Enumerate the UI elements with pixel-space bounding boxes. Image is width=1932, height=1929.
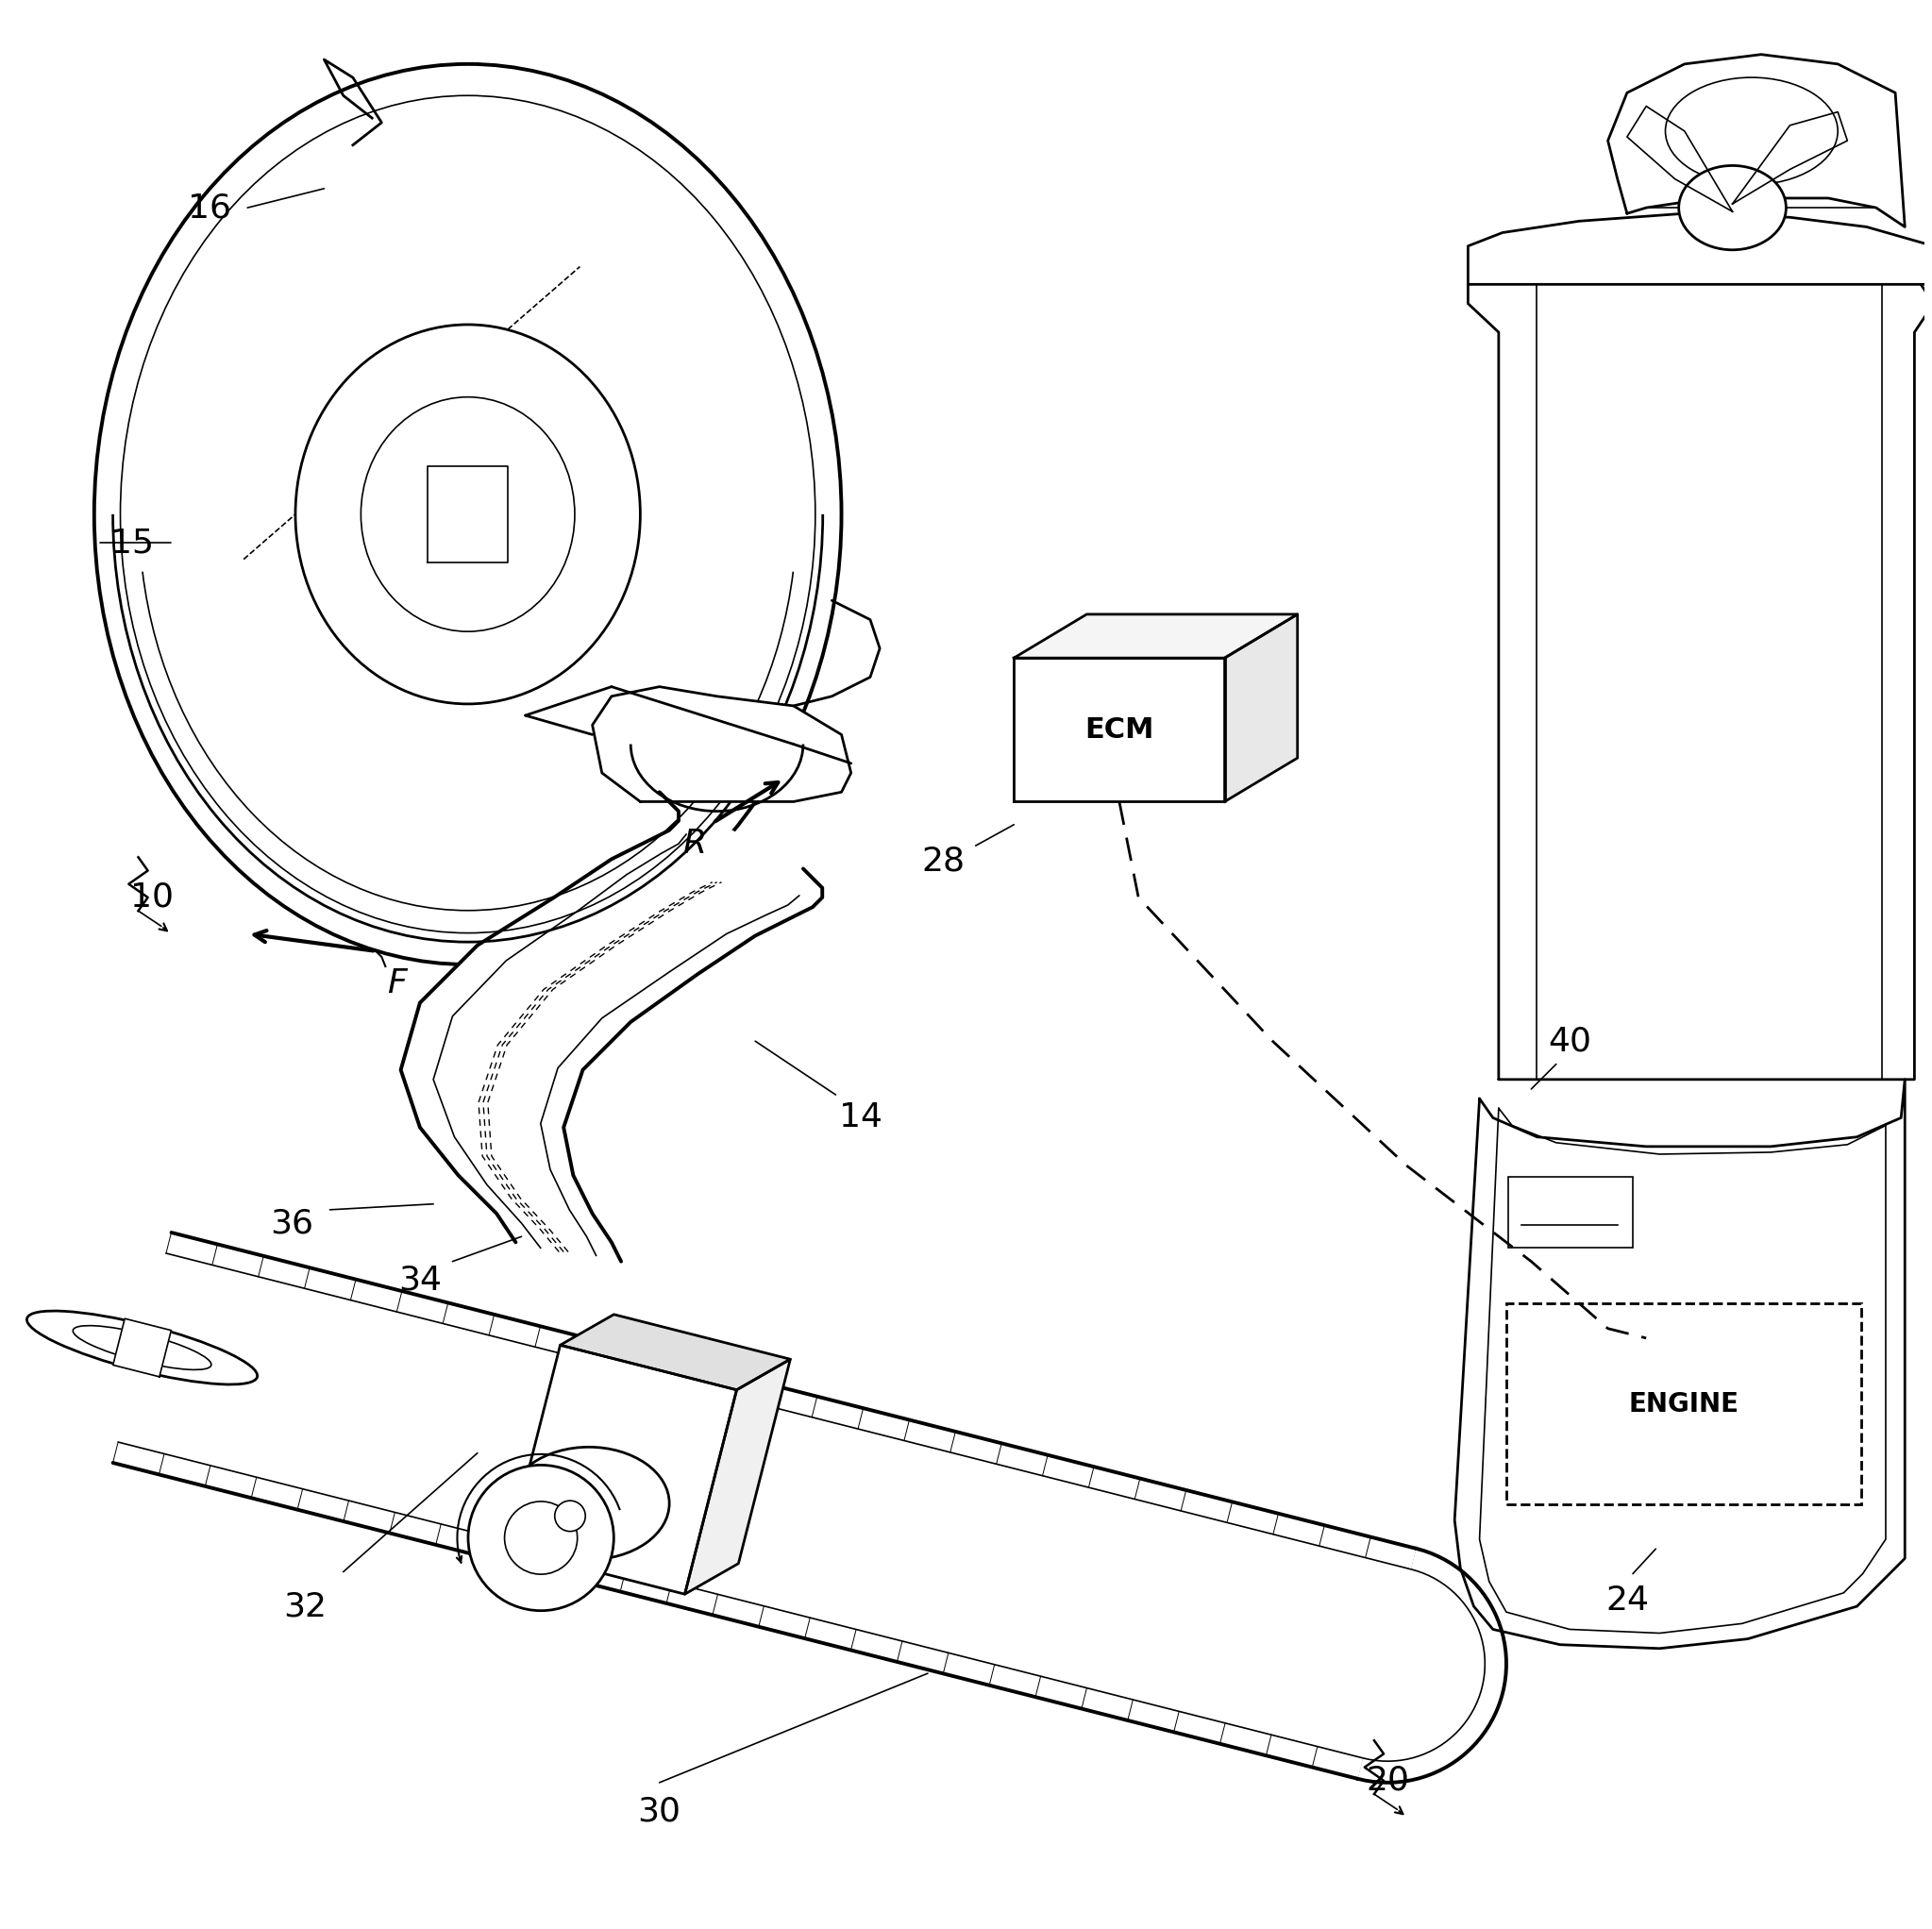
Ellipse shape: [504, 1501, 578, 1574]
Polygon shape: [1627, 106, 1733, 212]
Text: 40: 40: [1548, 1024, 1592, 1057]
Text: 36: 36: [270, 1208, 313, 1238]
Polygon shape: [1733, 112, 1847, 204]
FancyBboxPatch shape: [1509, 1177, 1633, 1248]
Ellipse shape: [1665, 77, 1837, 185]
Text: 32: 32: [284, 1589, 327, 1622]
Ellipse shape: [296, 324, 639, 704]
Ellipse shape: [73, 1325, 211, 1370]
Ellipse shape: [361, 397, 574, 631]
Ellipse shape: [508, 1447, 668, 1561]
Ellipse shape: [95, 64, 842, 964]
Text: R: R: [682, 828, 705, 860]
Polygon shape: [1014, 613, 1298, 658]
Ellipse shape: [27, 1312, 257, 1385]
Ellipse shape: [1679, 166, 1785, 251]
Text: F: F: [386, 968, 408, 999]
Polygon shape: [593, 687, 850, 802]
Text: 24: 24: [1605, 1584, 1648, 1617]
Text: 16: 16: [187, 191, 230, 224]
Text: 20: 20: [1366, 1765, 1408, 1796]
Polygon shape: [1468, 274, 1932, 1080]
Polygon shape: [684, 1360, 790, 1593]
FancyBboxPatch shape: [1507, 1304, 1861, 1505]
Text: 15: 15: [110, 527, 155, 559]
Polygon shape: [112, 1319, 172, 1377]
Text: 14: 14: [838, 1101, 883, 1134]
Polygon shape: [1358, 1549, 1507, 1782]
Polygon shape: [1225, 613, 1298, 802]
Polygon shape: [560, 1314, 790, 1391]
Ellipse shape: [554, 1501, 585, 1532]
Polygon shape: [1468, 214, 1932, 284]
Text: 34: 34: [398, 1265, 442, 1296]
Ellipse shape: [468, 1464, 614, 1611]
Polygon shape: [1014, 658, 1225, 802]
Polygon shape: [508, 1345, 736, 1593]
Polygon shape: [1455, 1080, 1905, 1649]
Text: 30: 30: [638, 1796, 682, 1827]
Text: 10: 10: [129, 882, 174, 914]
Text: 28: 28: [922, 845, 964, 878]
Polygon shape: [1607, 54, 1905, 228]
Text: ECM: ECM: [1084, 716, 1153, 743]
Polygon shape: [400, 793, 823, 1262]
Polygon shape: [427, 467, 508, 563]
Text: ENGINE: ENGINE: [1629, 1391, 1739, 1418]
